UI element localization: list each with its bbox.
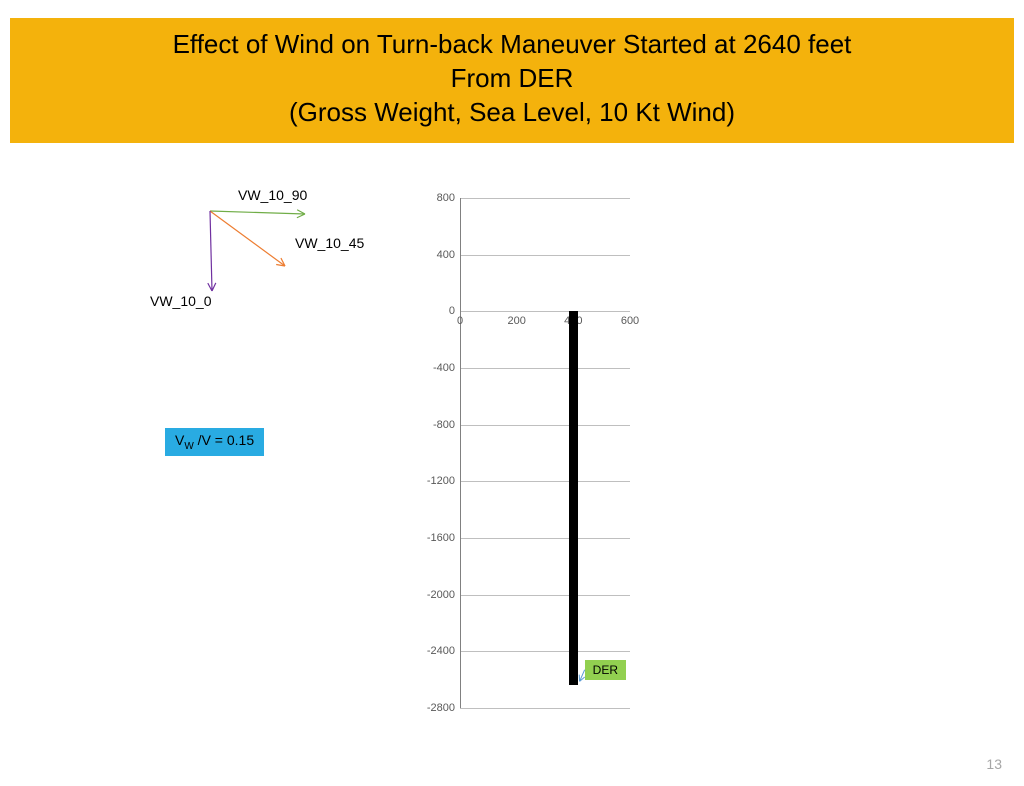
- y-tick-label: 0: [405, 305, 455, 317]
- y-tick-label: -800: [405, 419, 455, 431]
- legend-label-vw_10_45: VW_10_45: [295, 235, 364, 251]
- wind-vector-legend: VW_10_90VW_10_45VW_10_0: [160, 193, 420, 333]
- page-number: 13: [986, 756, 1002, 772]
- y-tick-label: -400: [405, 362, 455, 374]
- y-tick-label: -2400: [405, 645, 455, 657]
- title-line1: Effect of Wind on Turn-back Maneuver Sta…: [173, 29, 852, 59]
- y-tick-label: -2800: [405, 702, 455, 714]
- y-tick-label: -1600: [405, 532, 455, 544]
- y-tick-label: -2000: [405, 589, 455, 601]
- plot-area: 8004000-400-800-1200-1600-2000-2400-2800…: [460, 198, 630, 708]
- legend-arrows: [160, 193, 420, 333]
- trajectory-chart: 8004000-400-800-1200-1600-2000-2400-2800…: [410, 198, 630, 718]
- y-tick-label: 800: [405, 192, 455, 204]
- legend-label-vw_10_0: VW_10_0: [150, 293, 211, 309]
- legend-label-vw_10_90: VW_10_90: [238, 187, 307, 203]
- title-line2: From DER: [451, 63, 574, 93]
- y-tick-label: -1200: [405, 475, 455, 487]
- der-pointer-icon: [460, 198, 630, 708]
- title-line3: (Gross Weight, Sea Level, 10 Kt Wind): [289, 97, 735, 127]
- slide-title: Effect of Wind on Turn-back Maneuver Sta…: [10, 18, 1014, 143]
- y-tick-label: 400: [405, 249, 455, 261]
- velocity-ratio-badge: VW /V = 0.15: [165, 428, 264, 456]
